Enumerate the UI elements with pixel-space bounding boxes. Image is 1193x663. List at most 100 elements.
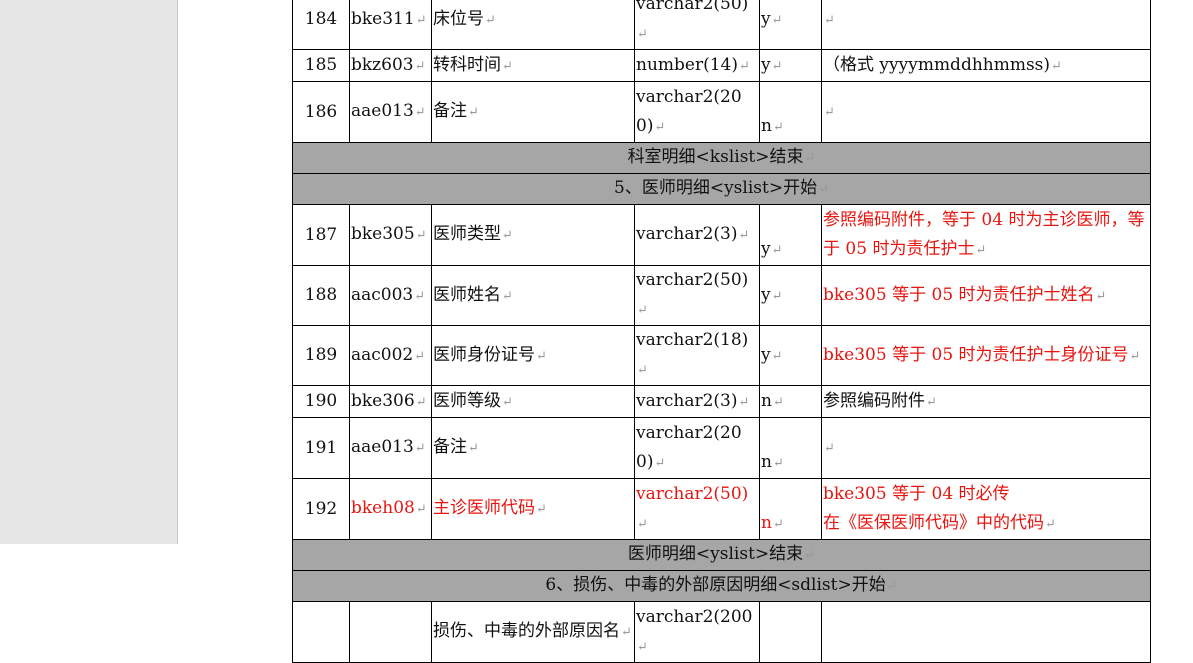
cell-number-text: 185 xyxy=(304,55,338,75)
table-row: 190 bke306 医师等级 varchar2(3) n 参照编码附件 xyxy=(292,385,1151,418)
cell-code-text: aac003 xyxy=(351,285,425,305)
cell-number-text: 189 xyxy=(304,345,338,365)
cell-number-text: 192 xyxy=(304,498,338,519)
cell-type: varchar2(50) xyxy=(634,0,760,50)
cell-type-text: varchar2(50) xyxy=(636,484,748,533)
cell-name: 损伤、中毒的外部原因名 xyxy=(431,601,635,663)
cell-code-text: aac002 xyxy=(351,345,425,365)
cell-required-text: y xyxy=(761,285,783,305)
cell-name: 医师类型 xyxy=(431,204,635,266)
cell-code: aae013 xyxy=(349,81,432,143)
cell-required-text: n xyxy=(761,452,784,472)
cell-note xyxy=(821,0,1151,50)
cell-code-text: aae013 xyxy=(351,101,426,121)
cell-code-text: aae013 xyxy=(351,437,426,457)
cell-type: varchar2(3) xyxy=(634,385,760,418)
cell-code: aac003 xyxy=(349,265,432,326)
section-title: 科室明细<kslist>结束 xyxy=(292,142,1151,174)
cell-type: varchar2(50) xyxy=(634,265,760,326)
cell-type-text: varchar2(200 xyxy=(636,607,753,656)
cell-type: varchar2(50) xyxy=(634,478,760,540)
cell-code-text: bkeh08 xyxy=(351,498,427,518)
cell-type-text: varchar2(200) xyxy=(636,423,742,472)
cell-required: n xyxy=(759,417,822,479)
field-spec-table: 184 bke311 床位号 varchar2(50) y 185 bkz603 转科时间 nu… xyxy=(292,0,1151,663)
cell-required-text: y xyxy=(761,55,783,75)
cell-code: bke306 xyxy=(349,385,432,418)
cell-code xyxy=(349,601,432,663)
cell-name: 备注 xyxy=(431,81,635,143)
cell-note: 参照编码附件，等于 04 时为主诊医师，等于 05 时为责任护士 xyxy=(821,204,1151,266)
table-row: 损伤、中毒的外部原因名varchar2(200 xyxy=(292,601,1151,663)
cell-number: 185 xyxy=(292,49,350,82)
section-row: 医师明细<yslist>结束 xyxy=(292,539,1151,571)
cell-note-text: 参照编码附件 xyxy=(823,391,937,411)
cell-name: 备注 xyxy=(431,417,635,479)
cell-required: y xyxy=(759,325,822,386)
cell-name-text: 损伤、中毒的外部原因名 xyxy=(433,621,632,641)
cell-code-text: bkz603 xyxy=(351,55,426,75)
cell-name: 医师姓名 xyxy=(431,265,635,326)
cell-number: 184 xyxy=(292,0,350,50)
cell-required: y xyxy=(759,0,822,50)
cell-code: bke311 xyxy=(349,0,432,50)
cell-type-text: varchar2(3) xyxy=(636,391,749,411)
cell-code: bke305 xyxy=(349,204,432,266)
section-title: 医师明细<yslist>结束 xyxy=(292,539,1151,571)
cell-code-text: bke306 xyxy=(351,391,427,411)
cell-required-text: y xyxy=(761,9,783,29)
cell-required-text: y xyxy=(761,345,783,365)
section-row: 科室明细<kslist>结束 xyxy=(292,142,1151,174)
cell-number: 186 xyxy=(292,81,350,143)
cell-number: 190 xyxy=(292,385,350,418)
cell-required: n xyxy=(759,385,822,418)
cell-type: number(14) xyxy=(634,49,760,82)
cell-type: varchar2(18) xyxy=(634,325,760,386)
cell-name-text: 医师类型 xyxy=(433,224,513,244)
cell-note-text: （格式 yyyymmddhhmmss) xyxy=(823,55,1062,75)
cell-name: 医师身份证号 xyxy=(431,325,635,386)
table-row: 184 bke311 床位号 varchar2(50) y xyxy=(292,0,1151,50)
cell-note-text: bke305 等于 04 时必传 在《医保医师代码》中的代码 xyxy=(823,484,1056,533)
cell-note: bke305 等于 05 时为责任护士姓名 xyxy=(821,265,1151,326)
cell-name-text: 床位号 xyxy=(433,9,496,29)
cell-required-text: n xyxy=(761,391,784,411)
section-text: 6、损伤、中毒的外部原因明细<sdlist>开始 xyxy=(545,575,897,595)
table-row: 187 bke305 医师类型 varchar2(3) y 参照编码附件，等于 04 时为… xyxy=(292,204,1151,266)
cell-note: bke305 等于 04 时必传 在《医保医师代码》中的代码 xyxy=(821,478,1151,540)
cell-type: varchar2(200 xyxy=(634,601,760,663)
cell-note-text xyxy=(823,9,835,29)
cell-number: 192 xyxy=(292,478,350,540)
cell-note xyxy=(821,81,1151,143)
cell-required xyxy=(759,601,822,663)
cell-note xyxy=(821,417,1151,479)
section-row: 5、医师明细<yslist>开始 xyxy=(292,173,1151,205)
cell-note-text xyxy=(823,101,835,121)
cell-type: varchar2(200) xyxy=(634,81,760,143)
cell-number: 189 xyxy=(292,325,350,386)
cell-code: aac002 xyxy=(349,325,432,386)
cell-name-text: 备注 xyxy=(433,437,479,457)
cell-type-text: number(14) xyxy=(636,55,750,75)
table-row: 192 bkeh08 主诊医师代码 varchar2(50) n bke305 等于 04… xyxy=(292,478,1151,540)
table-row: 188 aac003 医师姓名 varchar2(50) y bke305 等于 05 时… xyxy=(292,265,1151,326)
cell-type-text: varchar2(200) xyxy=(636,87,742,136)
cell-note: 参照编码附件 xyxy=(821,385,1151,418)
section-row: 6、损伤、中毒的外部原因明细<sdlist>开始 xyxy=(292,570,1151,602)
cell-note xyxy=(821,601,1151,663)
table-row: 185 bkz603 转科时间 number(14) y （格式 yyyymmddhhmm… xyxy=(292,49,1151,82)
table-row: 191 aae013 备注 varchar2(200) n xyxy=(292,417,1151,479)
cell-name-text: 主诊医师代码 xyxy=(433,498,547,518)
cell-code-text: bke305 xyxy=(351,224,427,244)
cell-name-text: 医师姓名 xyxy=(433,285,513,305)
cell-name: 转科时间 xyxy=(431,49,635,82)
section-title: 5、医师明细<yslist>开始 xyxy=(292,173,1151,205)
cell-code: bkz603 xyxy=(349,49,432,82)
cell-code: aae013 xyxy=(349,417,432,479)
cell-note-text xyxy=(823,437,835,457)
cell-name-text: 医师等级 xyxy=(433,391,513,411)
table-row: 186 aae013 备注 varchar2(200) n xyxy=(292,81,1151,143)
cell-type-text: varchar2(50) xyxy=(636,0,748,43)
cell-number-text: 187 xyxy=(304,224,338,245)
document-page: 184 bke311 床位号 varchar2(50) y 185 bkz603 转科时间 nu… xyxy=(178,0,1193,663)
